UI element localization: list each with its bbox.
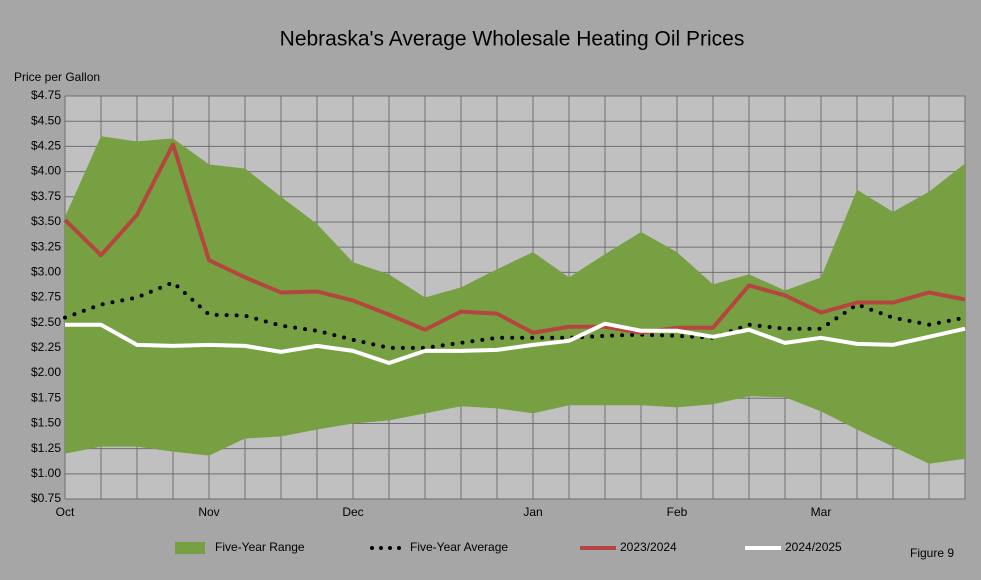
y-tick-label: $3.50 bbox=[31, 214, 61, 228]
y-tick-label: $2.75 bbox=[31, 290, 61, 304]
y-axis-label: Price per Gallon bbox=[14, 70, 100, 84]
y-tick-label: $3.00 bbox=[31, 264, 61, 278]
legend-label: 2023/2024 bbox=[620, 540, 677, 554]
y-tick-label: $3.25 bbox=[31, 239, 61, 253]
y-tick-label: $1.50 bbox=[31, 416, 61, 430]
y-tick-label: $4.75 bbox=[31, 88, 61, 102]
chart-title: Nebraska's Average Wholesale Heating Oil… bbox=[280, 28, 745, 51]
y-tick-label: $2.25 bbox=[31, 340, 61, 354]
x-tick-label: Jan bbox=[523, 505, 542, 519]
y-tick-label: $2.50 bbox=[31, 315, 61, 329]
legend-label: Five-Year Range bbox=[215, 540, 305, 554]
legend-label: 2024/2025 bbox=[785, 540, 842, 554]
series-line bbox=[65, 321, 966, 365]
series-line bbox=[63, 142, 966, 335]
y-tick-label: $4.00 bbox=[31, 164, 61, 178]
y-tick-label: $0.75 bbox=[31, 491, 61, 505]
legend-swatch bbox=[175, 542, 205, 554]
y-tick-label: $4.25 bbox=[31, 139, 61, 153]
legend-label: Five-Year Average bbox=[410, 540, 508, 554]
y-tick-label: $1.25 bbox=[31, 441, 61, 455]
series-line bbox=[63, 280, 967, 350]
annotation: Figure 9 bbox=[910, 546, 954, 560]
y-tick-label: $2.00 bbox=[31, 365, 61, 379]
x-tick-label: Oct bbox=[56, 505, 75, 519]
y-tick-label: $1.00 bbox=[31, 466, 61, 480]
range-area bbox=[65, 136, 965, 464]
y-tick-label: $1.75 bbox=[31, 390, 61, 404]
y-tick-label: $3.75 bbox=[31, 189, 61, 203]
x-tick-label: Nov bbox=[198, 505, 219, 519]
x-tick-label: Mar bbox=[811, 505, 832, 519]
x-tick-label: Feb bbox=[667, 505, 688, 519]
x-tick-label: Dec bbox=[342, 505, 363, 519]
y-tick-label: $4.50 bbox=[31, 113, 61, 127]
